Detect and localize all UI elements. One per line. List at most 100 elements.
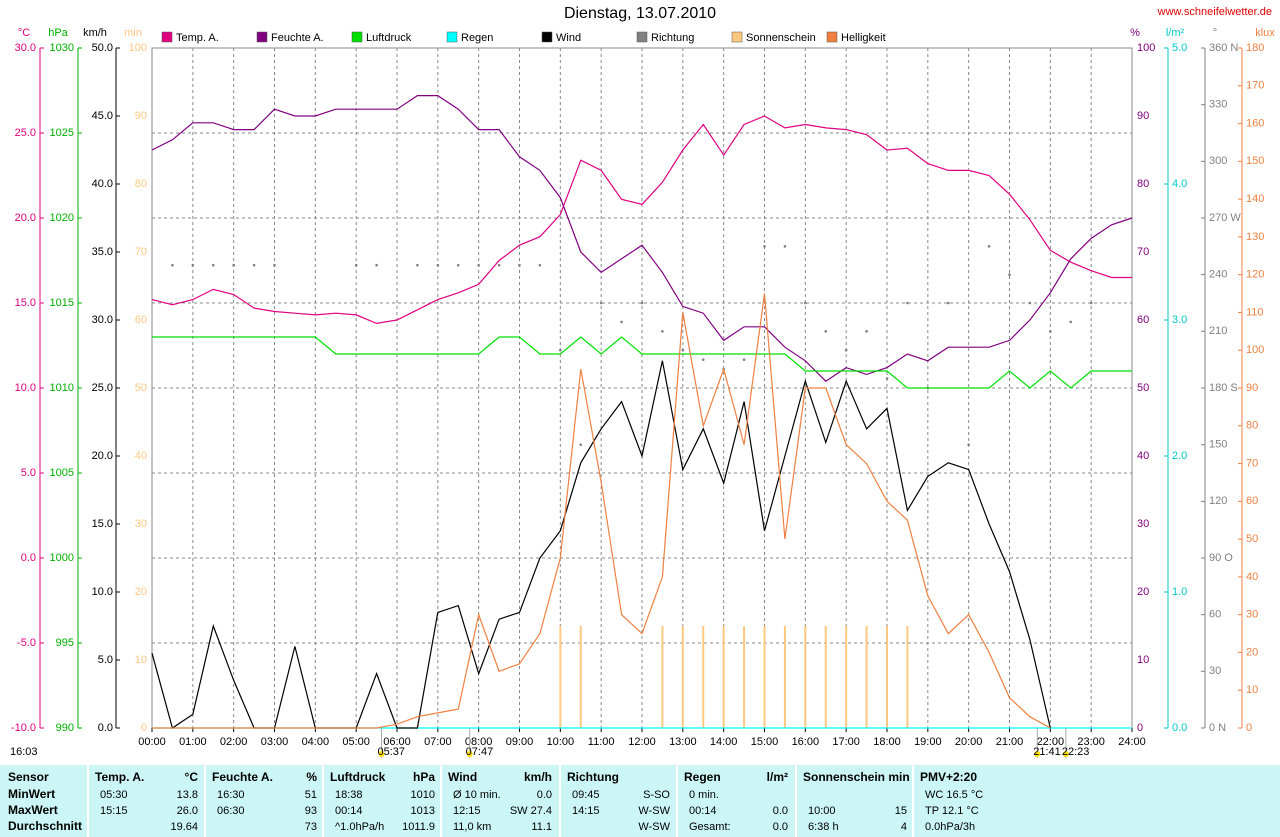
y-tick-label: 130 — [1246, 231, 1264, 243]
direction-dot — [1008, 273, 1011, 276]
table-cell: S-SO — [643, 789, 670, 801]
y-tick-label: 120 — [1246, 269, 1264, 281]
y-tick-label: 100 — [129, 42, 147, 54]
axis-unit: ° — [1213, 27, 1217, 39]
direction-dot — [763, 245, 766, 248]
y-tick-label: 0 — [141, 722, 147, 734]
y-tick-label: 1010 — [50, 382, 74, 394]
y-tick-label: 270 W — [1209, 212, 1241, 224]
x-tick-label: 01:00 — [179, 736, 207, 748]
y-tick-label: 80 — [1137, 178, 1149, 190]
legend-swatch — [351, 31, 363, 43]
direction-dot — [232, 263, 235, 267]
legend-swatch — [256, 31, 268, 43]
y-tick-label: 20 — [1246, 646, 1258, 658]
y-tick-label: 25.0 — [15, 127, 36, 139]
x-tick-label: 22:00 — [1037, 736, 1065, 748]
table-header: l/m² — [767, 770, 788, 784]
axis-unit: km/h — [83, 27, 107, 39]
table-header: Feuchte A. — [212, 770, 273, 784]
legend-swatch — [826, 31, 838, 43]
x-tick-label: 06:00 — [383, 736, 411, 748]
table-cell: 73 — [305, 821, 317, 833]
x-tick-label: 16:00 — [792, 736, 820, 748]
table-header: Wind — [448, 770, 477, 784]
y-tick-label: 20.0 — [92, 450, 113, 462]
y-tick-label: 1030 — [50, 42, 74, 54]
table-cell: 1010 — [411, 789, 435, 801]
table-header: Richtung — [567, 770, 619, 784]
table-cell: 11,0 km — [453, 821, 491, 833]
y-tick-label: 5.0 — [1172, 42, 1187, 54]
x-tick-label: 05:00 — [342, 736, 370, 748]
y-tick-label: 170 — [1246, 80, 1264, 92]
y-tick-label: 50 — [1137, 382, 1149, 394]
table-header: PMV+2:20 — [920, 770, 977, 784]
legend-swatch — [161, 31, 173, 43]
axis-unit: °C — [18, 27, 30, 39]
direction-dot — [824, 330, 828, 333]
y-tick-label: 10 — [135, 654, 147, 666]
direction-dot — [1089, 301, 1093, 305]
y-tick-label: -10.0 — [11, 722, 36, 734]
table-cell: 18:38 — [335, 789, 363, 801]
table-header: % — [306, 770, 317, 784]
y-tick-label: 50.0 — [92, 42, 113, 54]
series-line — [151, 115, 1132, 325]
legend-label: Regen — [461, 32, 493, 44]
table-cell: 15:15 — [100, 805, 128, 817]
table-cell: 51 — [305, 789, 317, 801]
y-tick-label: 50 — [1246, 533, 1258, 545]
direction-dot — [599, 301, 603, 305]
table-header: Luftdruck — [330, 770, 386, 784]
legend-label: Sonnenschein — [746, 32, 816, 44]
table-cell: 19.64 — [170, 821, 198, 833]
y-tick-label: 995 — [56, 637, 74, 649]
y-tick-label: 60 — [135, 314, 147, 326]
y-tick-label: 330 — [1209, 99, 1227, 111]
y-tick-label: 0.0 — [1172, 722, 1187, 734]
direction-dot — [885, 377, 889, 380]
x-tick-label: 14:00 — [710, 736, 738, 748]
axis-unit: min — [124, 27, 142, 39]
annotation: 07:47 — [466, 746, 494, 758]
axis-unit: l/m² — [1166, 27, 1185, 39]
direction-dot — [783, 245, 787, 248]
y-tick-label: 5.0 — [21, 467, 36, 479]
direction-dot — [906, 301, 909, 305]
y-tick-label: 60 — [1137, 314, 1149, 326]
y-tick-label: 60 — [1209, 609, 1221, 621]
y-tick-label: 20 — [135, 586, 147, 598]
direction-dot — [640, 301, 644, 305]
y-tick-label: 25.0 — [92, 382, 113, 394]
y-tick-label: 0.0 — [98, 722, 113, 734]
direction-dot — [416, 263, 419, 267]
y-tick-label: 100 — [1137, 42, 1155, 54]
table-cell: Ø 10 min. — [453, 789, 501, 801]
direction-dot — [518, 263, 521, 267]
legend-label: Wind — [556, 32, 581, 44]
x-tick-label: 20:00 — [955, 736, 983, 748]
y-tick-label: 50 — [135, 382, 147, 394]
legend-swatch — [541, 31, 553, 43]
y-tick-label: 0 — [1246, 722, 1252, 734]
table-cell: W-SW — [638, 805, 670, 817]
direction-dot — [742, 358, 746, 361]
legend-label: Helligkeit — [841, 32, 886, 44]
y-tick-label: 1000 — [50, 552, 74, 564]
table-header: Temp. A. — [95, 770, 144, 784]
table-cell: 09:45 — [572, 789, 600, 801]
y-tick-label: 2.0 — [1172, 450, 1187, 462]
direction-dot — [946, 301, 950, 305]
y-tick-label: 0 N — [1209, 722, 1226, 734]
annotation: 16:03 — [10, 746, 38, 758]
y-tick-label: 3.0 — [1172, 314, 1187, 326]
direction-dot — [661, 330, 664, 333]
table-cell: 13.8 — [177, 789, 198, 801]
direction-dot — [967, 443, 970, 446]
direction-dot — [1028, 301, 1032, 305]
row-label: MinWert — [8, 787, 55, 801]
direction-dot — [273, 263, 276, 267]
series-line — [152, 336, 1132, 389]
